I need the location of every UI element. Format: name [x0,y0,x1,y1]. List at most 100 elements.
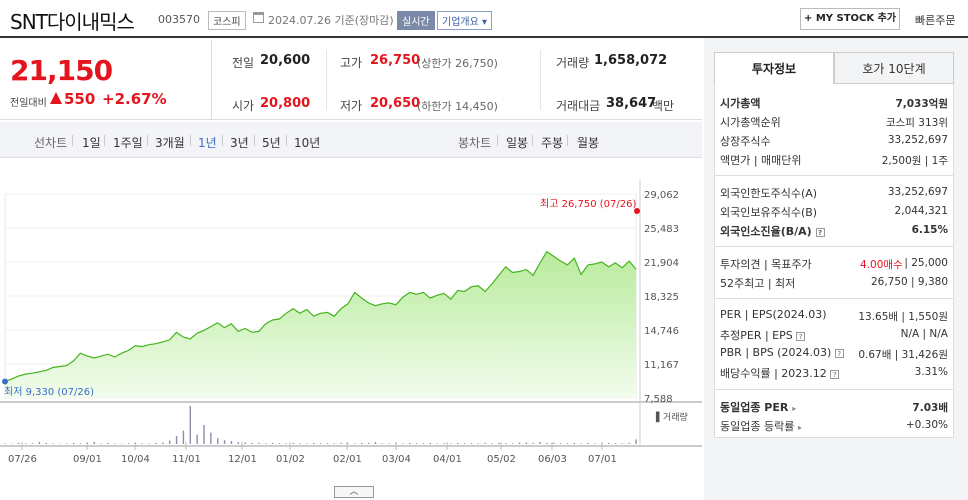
volume-bar [237,442,239,444]
candle-monthly[interactable]: 월봉 [577,136,600,150]
price-panel [0,40,212,120]
foreign-rate-value: 6.15% [911,224,948,236]
help-icon[interactable]: ? [815,227,825,237]
help-icon[interactable]: ? [834,348,844,358]
opinion-label: 투자의견 | 목표주가 [720,258,812,271]
volume-bar [210,432,212,444]
week52-value: 26,750 | 9,380 [870,276,948,288]
period-1d[interactable]: 1일 [82,136,101,150]
volume-bar [230,440,233,444]
x-tick-label: 04/01 [433,454,462,465]
price-chart: 29,062 25,483 21,904 18,325 14,746 11,167 7,58… [0,180,702,465]
tab-order-book[interactable]: 호가 10단계 [834,52,954,84]
period-1y[interactable]: 1년 [198,136,217,150]
period-toolbar [0,122,702,158]
foreign-limit-value: 33,252,697 [887,186,948,198]
lower-limit: (하한가 14,450) [417,100,498,113]
x-tick-label: 03/04 [382,454,411,465]
volume-bar [175,436,178,444]
quick-order-link[interactable]: 빠른주문 [915,14,956,27]
volume-bar [148,443,150,444]
volume-bar [162,442,164,444]
industry-change-label[interactable]: 동일업종 등락률 ▸ [720,418,802,434]
candle-weekly[interactable]: 주봉 [541,136,564,150]
amount-label: 거래대금 [556,99,601,113]
market-badge: 코스피 [208,11,246,30]
volume-bar [429,442,432,444]
volume-bar [422,443,425,444]
x-tick-label: 02/01 [333,454,362,465]
up-triangle-icon [50,92,62,104]
collapse-chevron-icon[interactable]: ︿ [334,486,374,498]
volume-bar [251,442,253,444]
prev-close-label: 전일 [232,56,255,70]
open-label: 시가 [232,99,255,113]
volume-bar [607,442,610,444]
company-overview-button[interactable]: 기업개요 ▾ [437,11,492,30]
volume-bar [326,443,329,444]
per-eps-label: PER | EPS(2024.03) [720,308,827,321]
period-5y[interactable]: 5년 [262,136,281,150]
volume-value: 1,658,072 [594,53,668,68]
volume-bar [443,443,445,444]
divider [532,135,533,146]
line-chart-label: 선차트 [34,136,68,150]
volume-legend-label: 거래량 [662,413,688,423]
listed-shares-label: 상장주식수 [720,135,771,148]
realtime-button[interactable]: 실시간 [397,11,435,30]
volume-bar [31,443,34,444]
help-icon[interactable]: ? [796,331,806,341]
volume-bar [532,442,534,444]
volume-bar [265,443,267,444]
volume-bar [436,443,438,444]
arrow-right-icon: ▸ [797,423,802,432]
volume-bar [415,443,418,444]
period-3m[interactable]: 3개월 [155,136,185,150]
divider [104,135,105,146]
volume-bar [4,443,6,444]
volume-bar [93,441,95,444]
volume-bar [45,442,47,444]
industry-per-label[interactable]: 동일업종 PER ▸ [720,399,796,415]
min-point [2,378,8,385]
opinion-value: 4.00매수 [860,259,903,271]
par-value-value: 2,500원 | 1주 [881,155,948,167]
volume-bar [340,442,342,444]
market-cap-rank-value: 코스피 313위 [885,117,948,129]
volume-bar [388,443,390,444]
period-10y[interactable]: 10년 [294,136,321,150]
divider [147,135,148,146]
volume-bar [347,443,349,444]
volume-bar [498,442,500,444]
change-value: 550 [64,90,96,108]
volume-label: 거래량 [556,56,590,70]
divider [222,135,223,146]
foreign-rate-label: 외국인소진율(B/A) ? [720,223,825,239]
volume-bar [367,442,370,444]
quote-date: 2024.07.26 기준(장마감) [268,14,394,27]
volume-legend: ▌거래량 [656,413,688,423]
change-percent: +2.67% [102,90,167,108]
period-3y[interactable]: 3년 [230,136,249,150]
volume-bar [463,443,466,444]
est-per-text: 추정PER | EPS [720,329,793,342]
x-tick-label: 11/01 [172,454,201,465]
volume-bar [169,440,171,444]
volume-bar [127,443,130,444]
volume-bar [114,443,116,444]
volume-bar [285,443,288,444]
volume-bar [539,442,541,444]
divider [190,135,191,146]
divider [714,298,954,299]
add-mystock-button[interactable]: + MY STOCK 추가 [800,8,900,30]
volume-bar [546,442,548,444]
candle-daily[interactable]: 일봉 [506,136,529,150]
help-icon[interactable]: ? [830,369,840,379]
divider [540,50,541,110]
period-1w[interactable]: 1주일 [113,136,143,150]
volume-bar [354,443,356,444]
volume-bar [477,443,480,444]
volume-bar [361,442,363,444]
industry-change-text: 동일업종 등락률 [720,420,795,433]
tab-investment-info[interactable]: 투자정보 [714,52,834,84]
